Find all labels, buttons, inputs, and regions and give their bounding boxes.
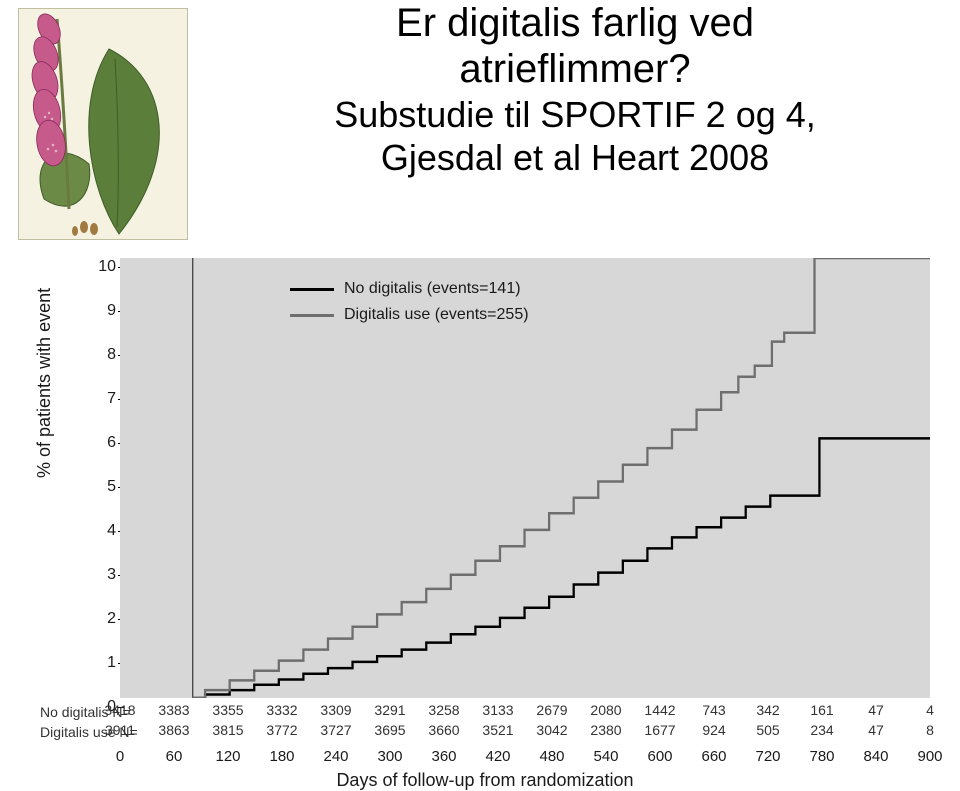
y-ticks: 012345678910 <box>90 258 120 698</box>
y-tick: 1 <box>107 654 116 672</box>
y-tick: 6 <box>107 434 116 452</box>
at-risk-value: 3309 <box>320 702 351 718</box>
chart-legend: No digitalis (events=141) Digitalis use (… <box>290 280 529 332</box>
x-tick: 720 <box>755 748 780 765</box>
at-risk-values: 3911386338153772372736953660352130422380… <box>152 722 930 742</box>
at-risk-value: 3042 <box>536 722 567 738</box>
x-tick: 0 <box>116 748 124 765</box>
at-risk-value: 8 <box>926 722 934 738</box>
at-risk-value: 3660 <box>428 722 459 738</box>
legend-label: No digitalis (events=141) <box>344 280 521 298</box>
at-risk-value: 1442 <box>644 702 675 718</box>
subtitle-line-1: Substudie til SPORTIF 2 og 4, <box>195 94 955 135</box>
at-risk-row: Digitalis use N=3911 3863 3815 3772 3727 3695… <box>40 722 930 742</box>
y-tick: 9 <box>107 302 116 320</box>
legend-swatch <box>290 314 334 317</box>
at-risk-value: 4 <box>926 702 934 718</box>
y-tick: 2 <box>107 610 116 628</box>
x-tick: 120 <box>215 748 240 765</box>
page: Er digitalis farlig ved atrieflimmer? Su… <box>0 0 960 783</box>
at-risk-value: 2380 <box>590 722 621 738</box>
x-tick: 780 <box>809 748 834 765</box>
title-line-1: Er digitalis farlig ved <box>195 0 955 46</box>
at-risk-value: 3727 <box>320 722 351 738</box>
at-risk-value: 342 <box>756 702 779 718</box>
at-risk-value: 161 <box>810 702 833 718</box>
x-tick: 60 <box>166 748 183 765</box>
y-axis-label: % of patients with event <box>34 288 55 478</box>
at-risk-value: 3521 <box>482 722 513 738</box>
at-risk-value: 743 <box>702 702 725 718</box>
at-risk-value: 505 <box>756 722 779 738</box>
at-risk-value: 3383 <box>158 702 189 718</box>
at-risk-value: 924 <box>702 722 725 738</box>
x-tick: 240 <box>323 748 348 765</box>
title-block: Er digitalis farlig ved atrieflimmer? Su… <box>195 0 955 179</box>
botanical-svg <box>19 9 188 240</box>
at-risk-value: 3291 <box>374 702 405 718</box>
y-tick: 10 <box>98 258 116 276</box>
x-ticks: 0 60 120 180 240 300 360 420 480 540 600 660 720 780 8… <box>40 748 930 772</box>
subtitle-line-2: Gjesdal et al Heart 2008 <box>195 137 955 178</box>
x-tick: 540 <box>593 748 618 765</box>
at-risk-value: 234 <box>810 722 833 738</box>
botanical-illustration <box>18 8 188 240</box>
legend-label: Digitalis use (events=255) <box>344 306 529 324</box>
x-tick: 600 <box>647 748 672 765</box>
at-risk-value: 3133 <box>482 702 513 718</box>
at-risk-value: 3772 <box>266 722 297 738</box>
legend-swatch <box>290 288 334 291</box>
at-risk-label: Digitalis use N= <box>40 724 152 740</box>
y-tick: 5 <box>107 478 116 496</box>
x-axis-label: Days of follow-up from randomization <box>40 770 930 791</box>
x-tick: 480 <box>539 748 564 765</box>
at-risk-value: 3911 <box>105 722 135 738</box>
y-tick: 7 <box>107 390 116 408</box>
at-risk-value: 3355 <box>212 702 243 718</box>
title-line-2: atrieflimmer? <box>195 46 955 92</box>
x-tick: 840 <box>863 748 888 765</box>
at-risk-value: 3815 <box>212 722 243 738</box>
x-tick: 180 <box>269 748 294 765</box>
at-risk-value: 3418 <box>104 702 135 718</box>
y-tick: 3 <box>107 566 116 584</box>
y-tick: 8 <box>107 346 116 364</box>
legend-entry: No digitalis (events=141) <box>290 280 529 298</box>
x-tick: 900 <box>917 748 942 765</box>
at-risk-table: No digitalis N=3418338333553332330932913… <box>40 702 930 742</box>
legend-entry: Digitalis use (events=255) <box>290 306 529 324</box>
at-risk-value: 2080 <box>590 702 621 718</box>
at-risk-value: 3695 <box>374 722 405 738</box>
x-tick: 300 <box>377 748 402 765</box>
at-risk-value: 2679 <box>536 702 567 718</box>
x-tick: 360 <box>431 748 456 765</box>
y-tick: 4 <box>107 522 116 540</box>
at-risk-value: 47 <box>868 722 884 738</box>
at-risk-value: 47 <box>868 702 884 718</box>
at-risk-values: 3418338333553332330932913258313326792080… <box>152 702 930 722</box>
at-risk-value: 3863 <box>158 722 189 738</box>
at-risk-value: 3332 <box>266 702 297 718</box>
at-risk-value: 3258 <box>428 702 459 718</box>
x-tick: 420 <box>485 748 510 765</box>
at-risk-row: No digitalis N=3418338333553332330932913… <box>40 702 930 722</box>
at-risk-value: 1677 <box>644 722 675 738</box>
x-tick: 660 <box>701 748 726 765</box>
survival-chart: % of patients with event 012345678910 No… <box>40 258 930 778</box>
